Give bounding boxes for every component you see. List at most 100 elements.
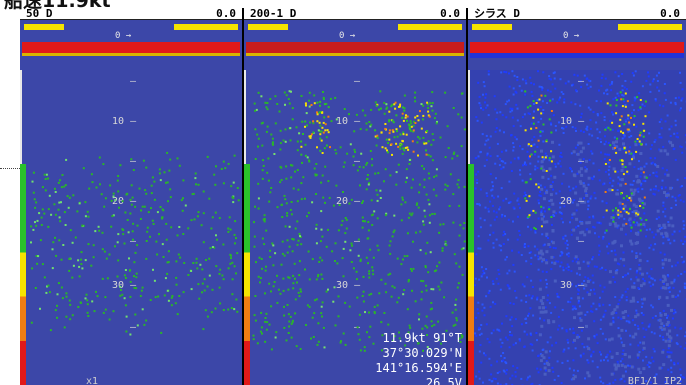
echo-speck (309, 136, 312, 139)
echo-speck (418, 318, 420, 321)
echo-speck (539, 317, 541, 320)
echo-speck (265, 328, 268, 331)
echo-speck (130, 184, 133, 187)
echo-speck (615, 99, 618, 101)
echo-speck (304, 143, 307, 146)
echo-speck (611, 184, 614, 187)
echo-speck (308, 160, 311, 163)
echo-speck (255, 261, 257, 264)
echo-speck (197, 283, 200, 286)
echo-speck (254, 128, 257, 131)
echo-speck (145, 257, 148, 260)
echo-speck (84, 215, 87, 218)
range-marker-right (174, 24, 238, 30)
echo-speck (606, 359, 609, 362)
echo-speck (281, 203, 283, 206)
echo-speck (270, 290, 272, 293)
echogram-panel-50[interactable]: 50 D 0.0 0 → – 10 – – 20 – – 30 – – x1 (20, 8, 242, 385)
echo-speck (508, 287, 511, 290)
echo-speck (646, 260, 649, 263)
echo-speck (547, 237, 549, 239)
echo-speck (368, 182, 371, 185)
echo-speck (158, 233, 160, 236)
echo-speck (231, 196, 234, 199)
echo-speck (611, 111, 613, 114)
echo-speck (596, 342, 599, 345)
echo-speck (579, 150, 583, 154)
echo-speck (604, 231, 607, 234)
echo-speck (608, 222, 612, 226)
echo-speck (550, 255, 554, 259)
echo-speck (614, 96, 617, 99)
echo-speck (266, 125, 269, 128)
echo-speck (331, 250, 334, 253)
echo-speck (264, 340, 267, 343)
echogram-panel-shirasu[interactable]: シラス D 0.0 0 → – 10 – – 20 – – 30 – – BF1… (468, 8, 686, 385)
echo-speck (550, 131, 553, 134)
echo-speck (405, 114, 407, 117)
echo-speck (257, 182, 260, 185)
echo-speck (407, 279, 410, 281)
echo-speck (585, 194, 589, 197)
echo-speck (640, 305, 643, 308)
echo-speck (559, 202, 561, 205)
echo-display[interactable]: – 10 – – 20 – – 30 – – 11.9kt 91°T 37°30… (244, 70, 466, 385)
echo-speck (276, 103, 279, 105)
echo-speck (116, 241, 119, 244)
range-marker-right (618, 24, 682, 30)
echo-speck (536, 339, 538, 342)
echo-speck (47, 284, 50, 287)
echo-speck (620, 363, 624, 367)
echogram-panel-200-1[interactable]: 200-1 D 0.0 0 → – 10 – – 20 – – 30 – – 1… (244, 8, 466, 385)
echo-speck (508, 85, 511, 88)
echo-speck (138, 187, 141, 190)
echo-speck (552, 246, 555, 249)
echo-speck (178, 226, 181, 228)
echo-speck (409, 326, 412, 329)
echo-speck (562, 236, 565, 239)
echo-speck (263, 217, 266, 220)
echo-speck (335, 152, 338, 155)
echo-speck (404, 201, 407, 204)
echo-speck (627, 130, 630, 133)
echo-display[interactable]: – 10 – – 20 – – 30 – – (20, 70, 242, 385)
echo-speck (66, 195, 69, 198)
echo-speck (683, 224, 686, 227)
echo-speck (580, 129, 582, 132)
echo-speck (630, 199, 633, 202)
echo-speck (378, 292, 381, 295)
echo-speck (425, 131, 428, 134)
echo-speck (320, 273, 323, 276)
echo-speck (636, 325, 639, 328)
echo-speck (477, 81, 480, 84)
echo-speck (574, 347, 577, 350)
echo-speck (584, 189, 588, 193)
echo-speck (620, 227, 623, 231)
echo-speck (376, 193, 379, 196)
echo-speck (261, 332, 263, 335)
echo-speck (662, 210, 665, 213)
echo-speck (342, 247, 345, 250)
echo-speck (479, 226, 482, 229)
echo-speck (208, 274, 211, 277)
echo-speck (639, 131, 642, 134)
echo-speck (289, 315, 292, 318)
echo-speck (498, 370, 501, 373)
echo-speck (365, 178, 368, 181)
echo-speck (578, 158, 582, 162)
echo-speck (651, 316, 654, 319)
echo-speck (334, 324, 337, 327)
echo-speck (487, 207, 490, 210)
echo-speck (579, 311, 583, 315)
echo-speck (190, 219, 193, 222)
echo-speck (579, 104, 582, 107)
echo-speck (639, 167, 643, 171)
echo-speck (661, 262, 665, 266)
echo-display[interactable]: – 10 – – 20 – – 30 – – (468, 70, 686, 385)
echo-speck (541, 156, 544, 159)
echo-speck (364, 311, 366, 314)
echo-speck (601, 73, 604, 76)
echo-speck (595, 308, 598, 311)
echo-speck (294, 298, 297, 301)
echo-speck (645, 380, 648, 382)
